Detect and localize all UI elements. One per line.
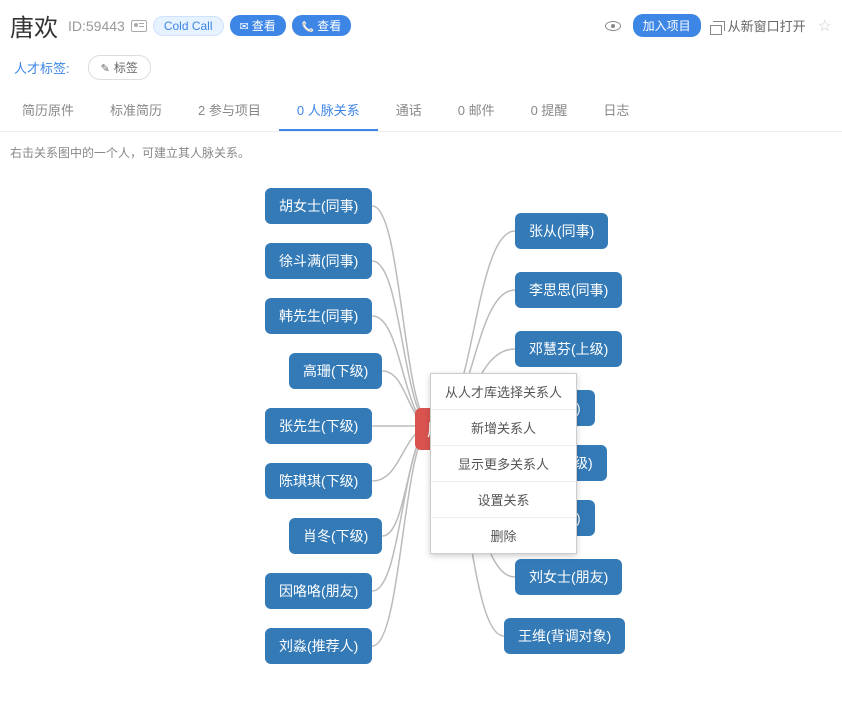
relationship-canvas[interactable]: 胡女士(同事) 徐斗满(同事) 韩先生(同事) 高珊(下级) 张先生(下级) 陈琪琪(下级…	[0, 173, 842, 703]
cold-call-pill[interactable]: Cold Call	[153, 16, 224, 36]
view-email-button[interactable]: 查看	[230, 15, 286, 36]
relation-node[interactable]: 刘淼(推荐人)	[265, 628, 372, 664]
relation-node[interactable]: 肖冬(下级)	[289, 518, 382, 554]
eye-icon[interactable]	[605, 21, 621, 31]
tab-t2[interactable]: 2 参与项目	[180, 90, 279, 131]
tab-t4[interactable]: 通话	[378, 90, 440, 131]
relation-node[interactable]: 张从(同事)	[515, 213, 608, 249]
phone-icon	[302, 19, 314, 33]
pencil-icon	[101, 61, 110, 75]
context-menu-item[interactable]: 显示更多关系人	[431, 446, 576, 482]
add-project-button[interactable]: 加入项目	[633, 14, 701, 37]
relation-node[interactable]: 王维(背调对象)	[504, 618, 625, 654]
view-phone-button[interactable]: 查看	[292, 15, 351, 36]
context-menu-item[interactable]: 设置关系	[431, 482, 576, 518]
relation-node[interactable]: 胡女士(同事)	[265, 188, 372, 224]
context-menu-item[interactable]: 从人才库选择关系人	[431, 374, 576, 410]
open-new-window-link[interactable]: 从新窗口打开	[713, 16, 806, 35]
favorite-star[interactable]: ☆	[818, 16, 832, 36]
hint-text: 右击关系图中的一个人，可建立其人脉关系。	[0, 132, 842, 173]
relation-node[interactable]: 邓慧芬(上级)	[515, 331, 622, 367]
relation-node[interactable]: 刘女士(朋友)	[515, 559, 622, 595]
edit-tags-button[interactable]: 标签	[88, 55, 151, 80]
relation-node[interactable]: 张先生(下级)	[265, 408, 372, 444]
context-menu-item[interactable]: 删除	[431, 518, 576, 553]
talent-tags-label: 人才标签:	[14, 58, 70, 77]
tabs-bar: 简历原件标准简历2 参与项目0 人脉关系通话0 邮件0 提醒日志	[0, 90, 842, 132]
tab-t1[interactable]: 标准简历	[92, 90, 180, 131]
person-id: ID:59443	[68, 18, 125, 34]
tab-t6[interactable]: 0 提醒	[513, 90, 586, 131]
card-icon[interactable]	[131, 20, 147, 32]
relation-node[interactable]: 韩先生(同事)	[265, 298, 372, 334]
tab-t0[interactable]: 简历原件	[4, 90, 92, 131]
context-menu: 从人才库选择关系人新增关系人显示更多关系人设置关系删除	[430, 373, 577, 554]
tab-t3[interactable]: 0 人脉关系	[279, 90, 378, 131]
tab-t5[interactable]: 0 邮件	[440, 90, 513, 131]
context-menu-item[interactable]: 新增关系人	[431, 410, 576, 446]
relation-node[interactable]: 徐斗满(同事)	[265, 243, 372, 279]
relation-node[interactable]: 因咯咯(朋友)	[265, 573, 372, 609]
external-icon	[713, 21, 725, 31]
relation-node[interactable]: 李思思(同事)	[515, 272, 622, 308]
relation-node[interactable]: 高珊(下级)	[289, 353, 382, 389]
person-name: 唐欢	[10, 8, 58, 43]
envelope-icon	[240, 19, 249, 33]
relation-node[interactable]: 陈琪琪(下级)	[265, 463, 372, 499]
tab-t7[interactable]: 日志	[585, 90, 647, 131]
